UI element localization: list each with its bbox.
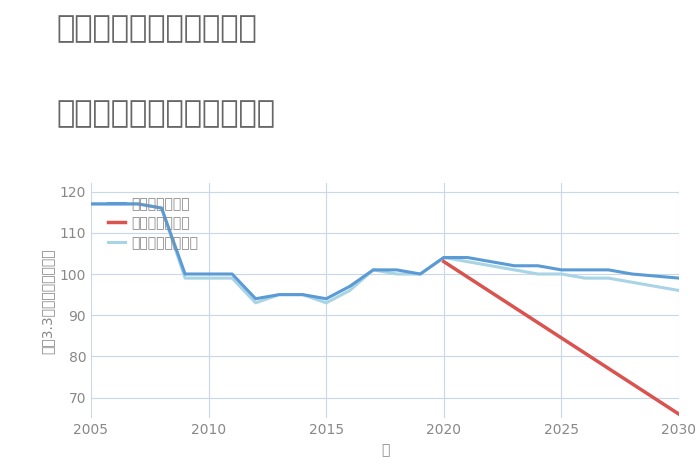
Legend: グッドシナリオ, バッドシナリオ, ノーマルシナリオ: グッドシナリオ, バッドシナリオ, ノーマルシナリオ	[104, 193, 203, 254]
Text: 中古マンションの価格推移: 中古マンションの価格推移	[56, 99, 275, 128]
Text: 奈良県橿原市南八木町の: 奈良県橿原市南八木町の	[56, 14, 257, 43]
Y-axis label: 坪（3.3㎡）単価（万円）: 坪（3.3㎡）単価（万円）	[40, 248, 54, 353]
X-axis label: 年: 年	[381, 443, 389, 457]
